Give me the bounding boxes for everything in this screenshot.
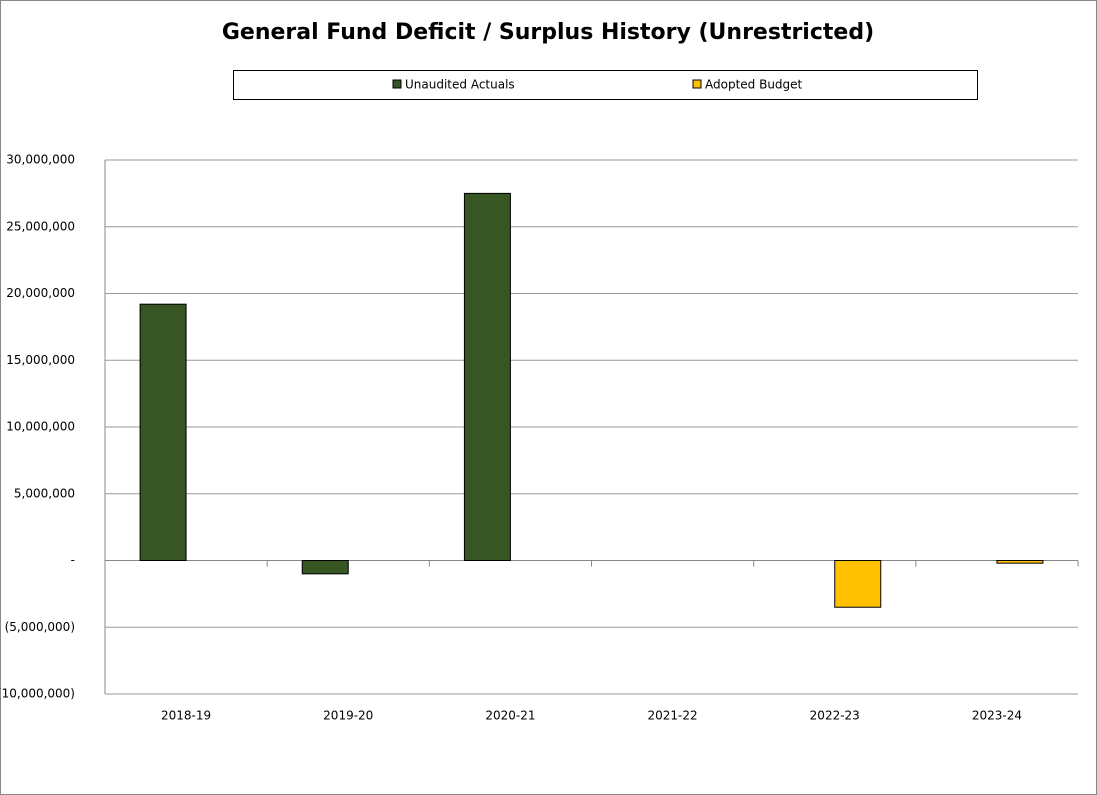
legend-swatch bbox=[692, 79, 702, 89]
x-tick-label: 2022-23 bbox=[810, 709, 860, 723]
y-tick-label: (5,000,000) bbox=[5, 620, 75, 634]
y-tick-label: (10,000,000) bbox=[0, 687, 75, 701]
bar bbox=[463, 192, 511, 561]
legend-swatch bbox=[392, 79, 402, 89]
y-tick-label: 15,000,000 bbox=[6, 353, 75, 367]
y-tick-label: 5,000,000 bbox=[14, 486, 75, 500]
y-tick-label: - bbox=[71, 553, 75, 567]
y-tick-label: 25,000,000 bbox=[6, 219, 75, 233]
bar bbox=[301, 560, 349, 575]
legend-label: Unaudited Actuals bbox=[405, 78, 515, 92]
x-tick-label: 2021-22 bbox=[648, 709, 698, 723]
x-tick-label: 2023-24 bbox=[972, 709, 1022, 723]
legend-box bbox=[233, 70, 978, 100]
y-tick-label: 30,000,000 bbox=[6, 153, 75, 167]
legend-label: Adopted Budget bbox=[705, 78, 803, 92]
bar bbox=[834, 560, 882, 608]
y-tick-label: 10,000,000 bbox=[6, 420, 75, 434]
x-tick-label: 2019-20 bbox=[323, 709, 373, 723]
chart-title: General Fund Deficit / Surplus History (… bbox=[222, 20, 874, 45]
y-tick-label: 20,000,000 bbox=[6, 286, 75, 300]
bar bbox=[996, 560, 1044, 564]
x-tick-label: 2020-21 bbox=[485, 709, 535, 723]
bar bbox=[139, 303, 187, 561]
x-tick-label: 2018-19 bbox=[161, 709, 211, 723]
